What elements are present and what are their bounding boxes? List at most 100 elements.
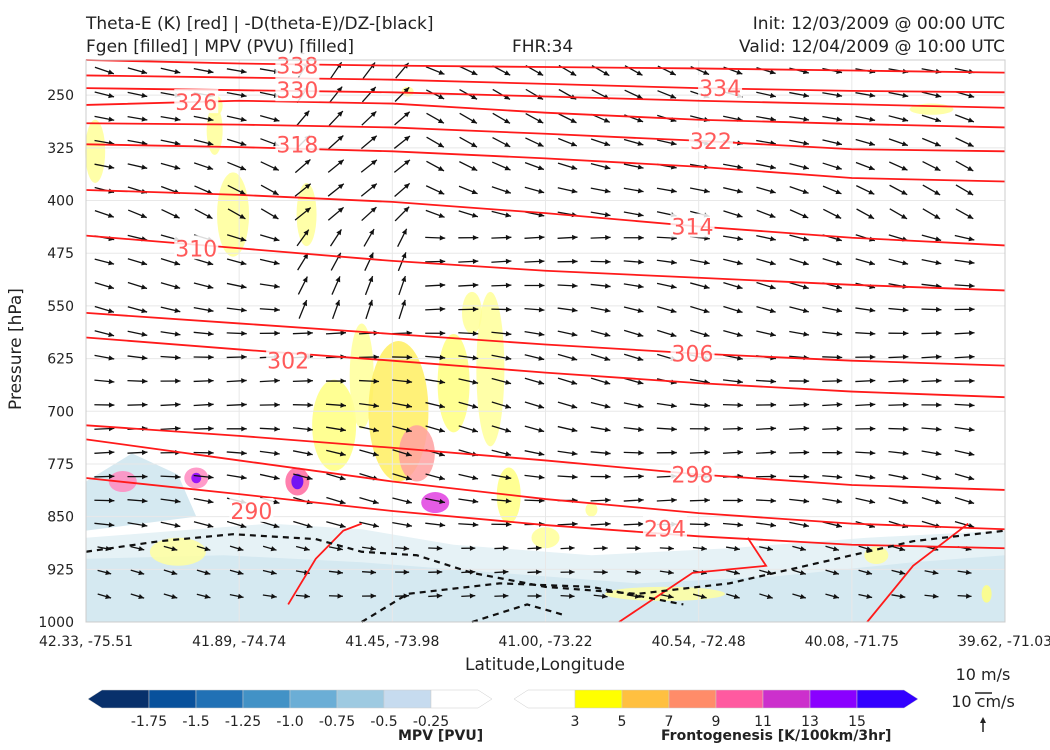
- theta-e-label-bg-5: [688, 127, 733, 152]
- wind-arrow-129: [789, 162, 809, 170]
- mpv-colorbar-tick-5: -0.5: [370, 714, 397, 730]
- wind-arrow-347: [855, 354, 876, 360]
- wind-arrow-404: [954, 402, 975, 408]
- fgen-colorbar-tick-4: 11: [754, 714, 772, 730]
- wind-arrow-542: [163, 545, 178, 552]
- wind-arrow-82: [127, 139, 148, 146]
- wind-arrow-244: [127, 281, 148, 290]
- wind-arrow-366: [590, 377, 611, 385]
- wind-arrow-488: [160, 498, 181, 504]
- wind-arrow-319: [822, 331, 843, 337]
- wind-arrow-332: [359, 354, 380, 360]
- wind-arrow-420: [590, 426, 611, 433]
- wind-arrow-262: [723, 282, 743, 290]
- y-tick-775: 775: [47, 457, 74, 473]
- stability-dashed-line-2: [361, 582, 684, 624]
- wind-arrow-104: [855, 138, 876, 146]
- wind-arrow-210: [789, 234, 809, 242]
- wind-arrow-483: [888, 473, 909, 481]
- theta-e-label-330: 330: [276, 79, 318, 104]
- wind-arrow-620: [957, 593, 972, 599]
- wind-arrow-407: [160, 425, 181, 432]
- wind-arrow-455: [855, 450, 876, 456]
- wind-arrow-348: [888, 354, 909, 360]
- wind-arrow-231: [590, 259, 611, 265]
- mpv-colorbar-swatch-1: [148, 689, 197, 709]
- wind-arrow-390: [491, 401, 512, 409]
- wind-arrow-253: [425, 282, 446, 288]
- wind-arrow-182: [756, 209, 776, 219]
- wind-arrow-515: [160, 521, 181, 528]
- wind-arrow-544: [229, 545, 244, 552]
- wind-arrow-495: [392, 497, 412, 505]
- wind-arrow-452: [756, 449, 777, 456]
- wind-arrow-143: [360, 183, 378, 197]
- y-tick-250: 250: [47, 88, 74, 104]
- fgen-colorbar-swatch-0: [513, 689, 576, 709]
- wind-arrow-196: [329, 229, 342, 247]
- wind-arrow-240: [888, 258, 909, 266]
- wind-arrow-392: [557, 401, 578, 409]
- theta-e-contour-290: [85, 477, 1006, 550]
- wind-arrow-76: [822, 115, 843, 122]
- wind-arrow-83: [160, 139, 181, 146]
- mpv-shading-2: [86, 453, 197, 531]
- wind-arrow-199: [425, 235, 446, 241]
- wind-arrow-1: [127, 67, 148, 75]
- wind-arrow-60: [295, 110, 310, 127]
- wind-arrow-528: [590, 521, 611, 527]
- wind-arrow-532: [722, 522, 743, 528]
- wind-arrow-204: [590, 234, 611, 241]
- wind-arrow-470: [458, 473, 479, 481]
- wind-arrow-397: [722, 402, 743, 408]
- wind-arrow-254: [458, 282, 479, 288]
- wind-arrow-214: [921, 234, 942, 242]
- wind-arrow-447: [590, 450, 611, 456]
- wind-arrow-261: [690, 282, 710, 290]
- wind-arrow-520: [326, 521, 346, 529]
- wind-arrow-322: [921, 330, 942, 336]
- wind-arrow-340: [623, 353, 644, 362]
- wind-arrow-335: [458, 355, 479, 361]
- wind-arrow-308: [458, 330, 479, 337]
- wind-arrow-134: [955, 160, 974, 172]
- wind-arrow-415: [425, 425, 445, 433]
- wind-arrow-382: [226, 402, 247, 408]
- wind-arrow-102: [789, 139, 810, 146]
- wind-arrow-57: [193, 115, 214, 122]
- wind-arrow-556: [626, 545, 641, 551]
- wind-arrow-295: [921, 306, 942, 313]
- wind-arrow-63: [394, 111, 411, 126]
- wind-arrow-186: [889, 208, 908, 220]
- wind-arrow-609: [593, 593, 608, 599]
- fgen-shading-25: [585, 502, 598, 517]
- wind-arrow-522: [392, 521, 413, 528]
- wind-arrow-197: [363, 228, 375, 247]
- wind-arrow-426: [789, 425, 810, 432]
- wind-arrow-357: [292, 378, 313, 384]
- wind-arrow-222: [297, 252, 309, 271]
- wind-arrow-593: [957, 569, 972, 575]
- wind-arrow-124: [623, 163, 644, 170]
- wind-arrow-288: [690, 305, 710, 314]
- wind-arrow-174: [491, 210, 512, 218]
- wind-arrow-61: [328, 110, 344, 127]
- wind-arrow-131: [855, 161, 875, 171]
- x-axis-label: Latitude,Longitude: [465, 655, 625, 675]
- theta-e-label-302: 302: [267, 350, 309, 375]
- wind-arrow-549: [395, 545, 410, 551]
- wind-arrow-418: [524, 425, 545, 433]
- wind-arrow-149: [557, 187, 578, 194]
- wind-arrow-75: [789, 115, 810, 122]
- wind-arrow-435: [193, 450, 214, 456]
- wind-arrow-511: [921, 496, 942, 505]
- valid-label: Valid: 12/04/2009 @ 10:00 UTC: [739, 37, 1005, 57]
- mpv-colorbar-title: MPV [PVU]: [398, 728, 484, 744]
- wind-arrow-278: [365, 299, 373, 320]
- wind-arrow-235: [723, 258, 743, 266]
- wind-arrow-105: [888, 138, 909, 147]
- theta-e-label-298: 298: [672, 463, 714, 488]
- title-left-1: Theta-E (K) [red] | -D(theta-E)/DZ-[blac…: [86, 14, 434, 34]
- wind-arrow-605: [461, 593, 476, 599]
- wind-arrow-337: [524, 354, 545, 361]
